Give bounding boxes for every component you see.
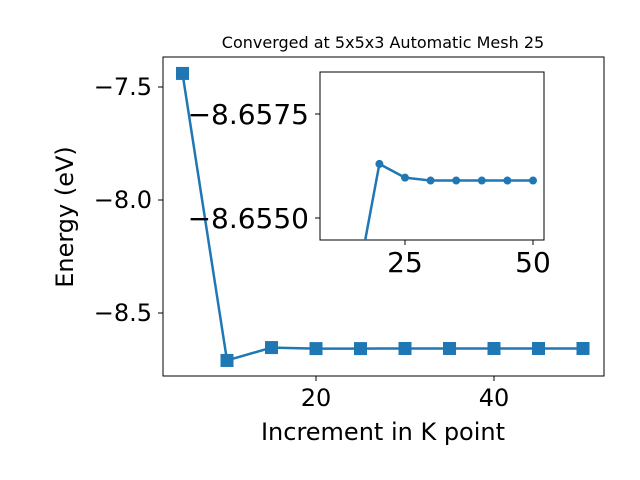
inset-data-point [477, 176, 486, 185]
inset-data-point [503, 176, 512, 185]
main-y-tick-label: −8.0 [94, 186, 152, 214]
y-axis-label: Energy (eV) [51, 146, 79, 288]
inset-axes-frame [319, 71, 545, 241]
inset-y-ticks: −8.6575 −8.6550 [188, 98, 320, 235]
inset-data-point [375, 159, 384, 168]
x-axis-label: Increment in K point [261, 418, 505, 446]
inset-data-point [401, 173, 409, 182]
main-data-point [265, 341, 278, 355]
main-x-tick-label: 20 [301, 384, 332, 412]
main-data-point [220, 353, 234, 367]
main-x-ticks: 20 40 [301, 376, 510, 412]
chart-title: Converged at 5x5x3 Automatic Mesh 25 [222, 33, 544, 52]
inset-data-point [350, 297, 358, 305]
main-plot: Converged at 5x5x3 Automatic Mesh 25 20 4… [51, 33, 605, 446]
main-data-point [176, 66, 189, 80]
main-axes-frame [162, 56, 605, 377]
main-data-point [354, 342, 367, 356]
main-x-tick-label: 40 [479, 384, 510, 412]
main-data-point [487, 341, 501, 355]
inset-series-line [363, 162, 533, 240]
main-data-point [398, 341, 412, 355]
main-y-tick-label: −8.5 [94, 299, 152, 327]
inset-data-point [426, 176, 435, 185]
inset-x-ticks: 25 50 [387, 240, 551, 279]
main-y-tick-label: −7.5 [94, 73, 152, 101]
inset-series [350, 159, 537, 305]
main-data-point [443, 341, 456, 355]
inset-x-tick-label: 25 [387, 246, 423, 279]
main-data-point [309, 342, 323, 356]
main-y-ticks: −7.5 −8.0 −8.5 [94, 73, 163, 327]
inset-x-tick-label: 50 [515, 246, 551, 279]
inset-data-point [452, 176, 461, 185]
main-data-point [532, 341, 545, 355]
main-data-point [576, 341, 590, 355]
inset-y-tick-label: −8.6550 [188, 202, 309, 235]
main-series-line [181, 73, 583, 363]
main-series [176, 66, 590, 367]
inset-data-point [529, 176, 537, 185]
inset-plot: 25 50 −8.6575 −8.6550 [188, 71, 551, 305]
inset-y-tick-label: −8.6575 [188, 98, 309, 131]
